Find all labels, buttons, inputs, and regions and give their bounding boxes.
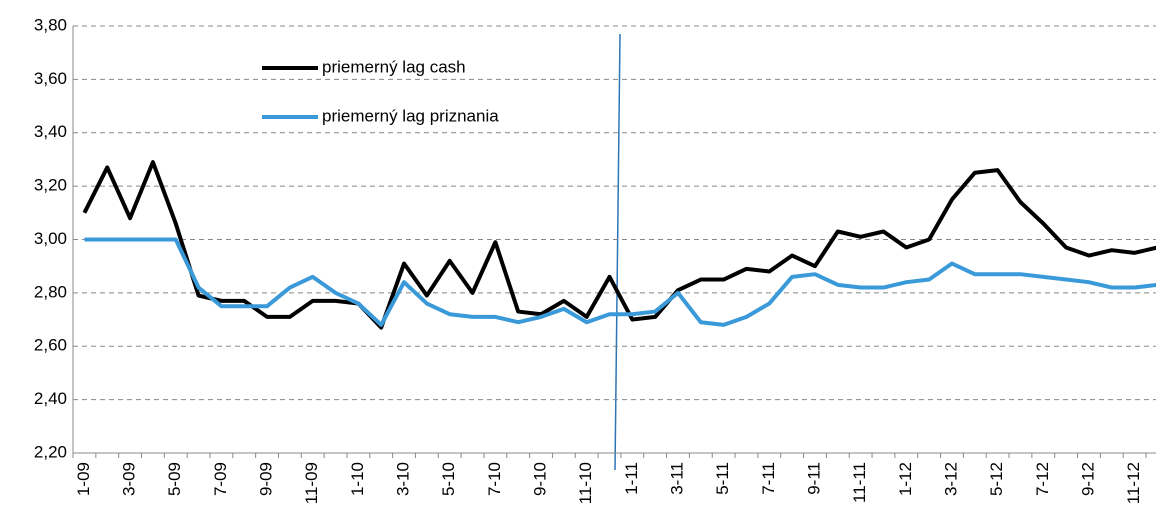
y-tick-label: 2,20 <box>34 442 67 461</box>
y-tick-label: 2,60 <box>34 336 67 355</box>
divider-line <box>614 33 621 471</box>
y-tick-label: 2,40 <box>34 389 67 408</box>
x-tick-label: 1-11 <box>622 462 641 495</box>
x-tick-label: 5-11 <box>713 462 732 495</box>
x-tick-label: 9-11 <box>804 462 823 495</box>
x-tick-label: 9-12 <box>1078 462 1097 496</box>
x-tick-label: 11-09 <box>302 462 321 504</box>
x-tick-label: 11-10 <box>576 462 595 504</box>
x-tick-label: 7-11 <box>759 462 778 495</box>
legend-label: priemerný lag priznania <box>322 106 499 125</box>
x-tick-label: 9-10 <box>530 462 549 496</box>
y-tick-label: 3,00 <box>34 229 67 248</box>
x-tick-label: 7-12 <box>1033 462 1052 496</box>
x-tick-label: 3-11 <box>667 462 686 495</box>
x-tick-label: 9-09 <box>257 462 276 496</box>
x-tick-label: 1-10 <box>348 462 367 496</box>
series-line <box>82 160 1156 330</box>
y-tick-label: 3,60 <box>34 69 67 88</box>
legend-label: priemerný lag cash <box>322 57 466 76</box>
x-tick-label: 1-12 <box>896 462 915 496</box>
y-tick-label: 3,80 <box>34 15 67 34</box>
series-line <box>84 237 1156 327</box>
x-tick-label: 5-09 <box>165 462 184 496</box>
x-tick-label: 11-11 <box>850 462 869 503</box>
x-tick-label: 3-12 <box>941 462 960 496</box>
y-tick-label: 2,80 <box>34 282 67 301</box>
x-tick-label: 7-09 <box>211 462 230 496</box>
x-tick-label: 1-09 <box>74 462 93 496</box>
x-tick-label: 5-12 <box>987 462 1006 496</box>
x-tick-label: 5-10 <box>439 462 458 496</box>
y-tick-label: 3,40 <box>34 122 67 141</box>
x-tick-label: 11-12 <box>1124 462 1143 504</box>
x-tick-label: 3-10 <box>394 462 413 496</box>
x-tick-label: 7-10 <box>485 462 504 496</box>
y-tick-label: 3,20 <box>34 176 67 195</box>
x-tick-label: 3-09 <box>120 462 139 496</box>
